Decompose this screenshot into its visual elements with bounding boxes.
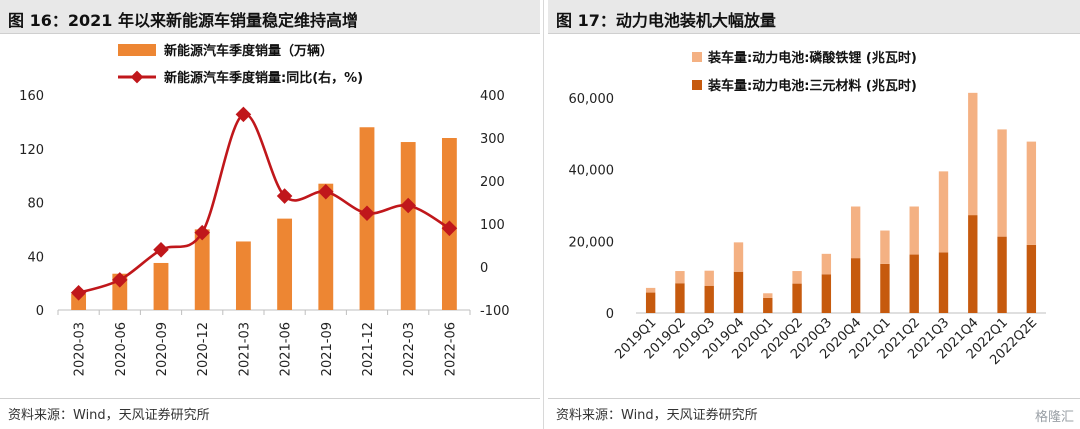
y-left-tick-label: 160 bbox=[19, 89, 44, 104]
figure-16-source: 资料来源：Wind，天风证券研究所 bbox=[8, 408, 210, 423]
lfp-bar-segment bbox=[997, 129, 1007, 237]
figure-16-chart: 0 40 80 120 160 -100 0 100 200 300 400 2020-03 2020-… bbox=[19, 43, 510, 376]
lfp-bar-segment bbox=[645, 287, 656, 293]
lfp-bar-segment bbox=[763, 293, 773, 298]
lfp-bar-segment bbox=[733, 242, 744, 272]
sales-bar bbox=[235, 241, 251, 310]
sales-bar bbox=[153, 262, 169, 310]
panel-divider bbox=[543, 0, 544, 429]
y-right-tick-label: 100 bbox=[480, 218, 505, 233]
sales-bar bbox=[194, 229, 210, 310]
figure-17-title-bar: 图 17：动力电池装机大幅放量 bbox=[548, 0, 1080, 34]
ncm-bar-segment bbox=[997, 236, 1007, 313]
y-right-tick-label: 200 bbox=[480, 175, 505, 190]
y-left-tick-label: 0 bbox=[36, 304, 44, 319]
x-tick-label: 2020-09 bbox=[155, 322, 170, 376]
lfp-bar-segment bbox=[909, 206, 919, 255]
yoy-growth-marker bbox=[276, 188, 293, 204]
x-tick-label: 2022-03 bbox=[402, 322, 417, 376]
y-left-tick-label: 80 bbox=[27, 197, 44, 212]
figure-17-source: 资料来源：Wind，天风证券研究所 bbox=[556, 408, 758, 423]
y-right-tick-label: -100 bbox=[480, 304, 510, 319]
y-right-tick-label: 0 bbox=[480, 261, 488, 276]
figure-16-panel: 图 16：2021 年以来新能源车销量稳定维持高增 0 40 80 120 160 -10… bbox=[0, 0, 540, 423]
ncm-bar-segment bbox=[733, 271, 744, 313]
legend-marker-yoy bbox=[130, 70, 144, 84]
lfp-bar-segment bbox=[821, 253, 832, 275]
yoy-growth-line bbox=[78, 113, 451, 295]
figure-16-title-bar: 图 16：2021 年以来新能源车销量稳定维持高增 bbox=[0, 0, 540, 34]
ncm-bar-segment bbox=[792, 283, 802, 313]
x-tick-label: 2022-06 bbox=[443, 322, 458, 376]
x-tick-label: 2020-06 bbox=[114, 322, 129, 376]
figure-17-title: 图 17：动力电池装机大幅放量 bbox=[556, 11, 776, 30]
x-tick-label: 2020-12 bbox=[196, 322, 211, 376]
yoy-growth-marker bbox=[235, 106, 252, 123]
ncm-bar-segment bbox=[880, 263, 890, 313]
ncm-bar-segment bbox=[821, 274, 832, 313]
lfp-bar-segment bbox=[704, 270, 714, 286]
y-tick-label: 40,000 bbox=[569, 164, 615, 179]
x-tick-label: 2021-06 bbox=[279, 322, 294, 376]
y-tick-label: 20,000 bbox=[569, 235, 615, 250]
y-left-tick-label: 40 bbox=[27, 250, 44, 265]
ncm-bar-segment bbox=[909, 254, 919, 313]
x-tick-label: 2021-03 bbox=[237, 322, 252, 376]
lfp-bar-segment bbox=[938, 171, 949, 253]
lfp-bar-segment bbox=[1026, 141, 1037, 245]
legend-label-ncm: 装车量:动力电池:三元材料 (兆瓦时) bbox=[707, 78, 917, 94]
yoy-growth-marker bbox=[318, 183, 334, 200]
yoy-growth-marker bbox=[359, 205, 375, 222]
yoy-growth-marker bbox=[400, 197, 416, 214]
yoy-growth-marker bbox=[194, 224, 210, 241]
lfp-bar-segment bbox=[675, 271, 685, 284]
legend-label-sales: 新能源汽车季度销量（万辆） bbox=[164, 43, 333, 59]
ncm-bar-segment bbox=[1026, 244, 1037, 313]
figure-16-bottom-rule bbox=[0, 398, 540, 399]
ncm-bar-segment bbox=[704, 285, 714, 313]
sales-bar bbox=[71, 293, 87, 310]
legend-swatch-lfp bbox=[692, 52, 702, 62]
y-tick-label: 60,000 bbox=[569, 92, 615, 107]
watermark-logo: 格隆汇 bbox=[1034, 410, 1074, 425]
ncm-bar-segment bbox=[675, 283, 685, 313]
legend-swatch-sales bbox=[118, 44, 156, 56]
legend-label-lfp: 装车量:动力电池:磷酸铁锂 (兆瓦时) bbox=[707, 50, 917, 66]
x-tick-label: 2021-12 bbox=[361, 322, 376, 376]
sales-bar bbox=[318, 183, 334, 310]
y-left-tick-label: 120 bbox=[19, 143, 44, 158]
lfp-bar-segment bbox=[880, 230, 890, 264]
figure-17-panel: 图 17：动力电池装机大幅放量 0 20,000 40,000 60,000 2019Q… bbox=[548, 0, 1080, 429]
ncm-bar-segment bbox=[763, 297, 773, 313]
ncm-bar-segment bbox=[938, 252, 949, 313]
x-tick-label: 2020-03 bbox=[73, 322, 88, 376]
y-right-tick-label: 300 bbox=[480, 132, 505, 147]
lfp-bar-segment bbox=[792, 271, 802, 284]
yoy-growth-marker bbox=[441, 220, 458, 237]
figure-17-bottom-rule bbox=[548, 398, 1080, 399]
ncm-bar-segment bbox=[968, 215, 978, 313]
ncm-bar-segment bbox=[850, 258, 861, 313]
sales-bar bbox=[400, 142, 416, 310]
yoy-growth-marker bbox=[153, 242, 169, 258]
y-right-tick-label: 400 bbox=[480, 89, 505, 104]
legend-swatch-ncm bbox=[692, 80, 702, 90]
y-tick-label: 0 bbox=[606, 307, 614, 322]
x-tick-label: 2021-09 bbox=[320, 322, 335, 376]
lfp-bar-segment bbox=[850, 206, 861, 259]
lfp-bar-segment bbox=[968, 92, 978, 216]
sales-bar bbox=[277, 218, 293, 310]
legend-label-yoy: 新能源汽车季度销量:同比(右，%) bbox=[164, 70, 363, 86]
ncm-bar-segment bbox=[645, 292, 656, 313]
figure-17-chart: 020,00040,00060,0002019Q12019Q22019Q3201… bbox=[569, 50, 1046, 368]
figure-16-title: 图 16：2021 年以来新能源车销量稳定维持高增 bbox=[8, 11, 358, 30]
